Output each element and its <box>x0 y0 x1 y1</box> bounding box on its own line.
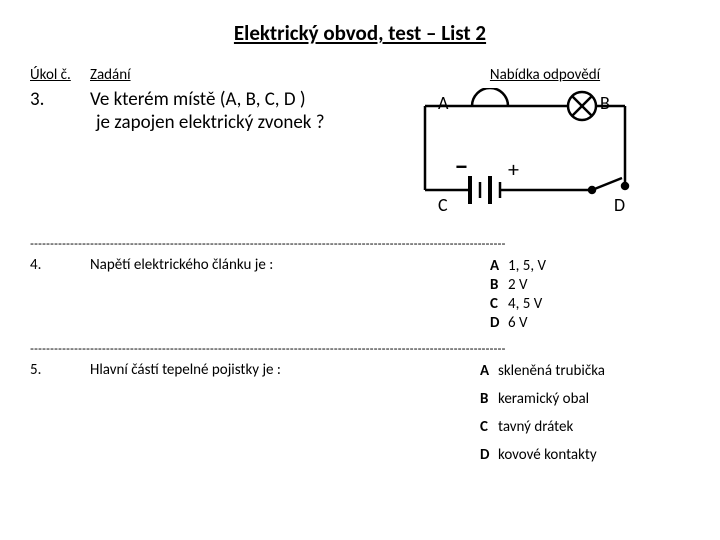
task-5-answers: Askleněná trubička Bkeramický obal Ctavn… <box>400 361 690 465</box>
circuit-label-d: D <box>614 194 625 216</box>
task-3: 3. Ve kterém místě (A, B, C, D ) je zapo… <box>30 88 690 228</box>
page-title: Elektrický obvod, test – List 2 <box>30 20 690 46</box>
header-ukol: Úkol č. <box>30 66 90 84</box>
task-4-answer-c: C4, 5 V <box>490 295 690 313</box>
header-nabidka: Nabídka odpovědí <box>400 66 690 84</box>
task-3-line2: je zapojen elektrický zvonek ? <box>90 111 325 134</box>
divider-2: ----------------------------------------… <box>30 341 690 355</box>
task-3-line1: Ve kterém místě (A, B, C, D ) <box>90 88 306 111</box>
task-4-answer-b: B2 V <box>490 276 690 294</box>
task-4-answer-d: D6 V <box>490 314 690 332</box>
task-5: 5. Hlavní částí tepelné pojistky je : As… <box>30 361 690 465</box>
circuit-diagram: A B C D − + <box>400 88 690 228</box>
task-5-answer-c: Ctavný drátek <box>480 418 690 436</box>
header-zadani: Zadání <box>90 66 400 84</box>
task-5-number: 5. <box>30 361 90 379</box>
task-5-text: Hlavní částí tepelné pojistky je : <box>90 361 400 379</box>
task-4: 4. Napětí elektrického článku je : A1, 5… <box>30 256 690 333</box>
task-4-text: Napětí elektrického článku je : <box>90 256 400 274</box>
circuit-label-b: B <box>600 92 610 114</box>
task-5-answer-a: Askleněná trubička <box>480 362 690 380</box>
task-4-answer-a: A1, 5, V <box>490 257 690 275</box>
circuit-plus: + <box>508 156 519 183</box>
column-headers: Úkol č. Zadání Nabídka odpovědí <box>30 66 690 84</box>
circuit-label-c: C <box>438 194 448 216</box>
divider-1: ----------------------------------------… <box>30 236 690 250</box>
circuit-minus: − <box>455 150 468 182</box>
task-4-number: 4. <box>30 256 90 274</box>
task-3-number: 3. <box>30 88 90 111</box>
task-5-answer-d: Dkovové kontakty <box>480 446 690 464</box>
task-5-answer-b: Bkeramický obal <box>480 390 690 408</box>
circuit-label-a: A <box>438 92 448 114</box>
task-3-text: Ve kterém místě (A, B, C, D ) je zapojen… <box>90 88 400 134</box>
task-4-answers: A1, 5, V B2 V C4, 5 V D6 V <box>400 256 690 333</box>
